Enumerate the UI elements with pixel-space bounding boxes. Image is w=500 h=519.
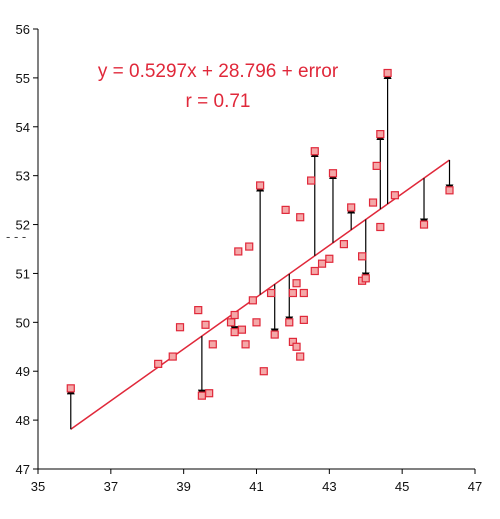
data-point — [292, 279, 301, 288]
data-point — [361, 274, 370, 283]
data-point — [194, 306, 203, 315]
r-annotation: r = 0.71 — [186, 91, 251, 112]
x-tick-label: 47 — [468, 479, 482, 494]
y-tick-label: 55 — [16, 71, 30, 86]
data-point — [307, 176, 316, 185]
data-point — [205, 389, 214, 398]
x-tick-label: 45 — [395, 479, 409, 494]
data-point — [266, 288, 276, 298]
data-point — [252, 318, 261, 327]
data-point — [328, 169, 338, 178]
y-tick-label: 54 — [16, 120, 30, 135]
data-point — [234, 247, 243, 256]
data-point — [390, 191, 399, 200]
y-tick-label: 53 — [16, 169, 30, 184]
data-point — [245, 242, 254, 251]
data-point — [288, 288, 298, 298]
data-point — [230, 328, 239, 337]
x-tick-label: 35 — [31, 479, 45, 494]
data-point — [296, 213, 305, 222]
x-tick-label: 39 — [176, 479, 190, 494]
data-point — [241, 340, 250, 349]
data-point — [347, 203, 356, 212]
y-tick-label: 50 — [16, 315, 30, 330]
data-point — [197, 391, 206, 400]
data-points — [66, 68, 454, 400]
y-tick-label: 52 — [16, 218, 30, 233]
y-tick-label: 48 — [16, 413, 30, 428]
data-point — [310, 266, 319, 276]
data-point — [256, 181, 265, 190]
data-point — [208, 340, 217, 349]
data-point — [358, 252, 367, 261]
data-point — [296, 352, 305, 361]
data-point — [175, 323, 185, 332]
residual-arrows — [66, 71, 454, 430]
data-point — [310, 147, 319, 156]
data-point — [237, 325, 247, 334]
data-point — [168, 352, 177, 361]
data-point — [230, 310, 239, 320]
data-point — [299, 288, 308, 298]
data-point — [248, 296, 257, 305]
data-point — [317, 259, 327, 268]
left-edge-marker: - - - — [6, 229, 26, 244]
data-point — [285, 318, 294, 327]
data-point — [372, 161, 381, 170]
y-tick-label: 49 — [16, 364, 30, 379]
data-point — [292, 342, 301, 351]
data-point — [154, 359, 163, 368]
data-point — [201, 320, 210, 329]
data-point — [339, 240, 348, 249]
y-tick-label: 47 — [16, 462, 30, 477]
data-point — [270, 330, 279, 339]
data-point — [325, 254, 334, 263]
data-point — [368, 198, 378, 207]
data-point — [383, 68, 392, 78]
data-point — [376, 222, 385, 232]
y-tick-label: 51 — [16, 266, 30, 281]
data-point — [299, 315, 308, 324]
x-tick-label: 43 — [322, 479, 336, 494]
y-tick-label: 56 — [16, 22, 30, 37]
data-point — [376, 130, 385, 139]
tick-labels: 35 37 39 41 43 45 47 47 48 49 50 51 52 53 54 55 56 — [16, 22, 483, 494]
data-point — [259, 367, 268, 376]
x-tick-label: 41 — [249, 479, 263, 494]
data-point — [66, 384, 75, 393]
data-point — [445, 186, 454, 195]
data-point — [419, 220, 429, 229]
data-point — [226, 318, 236, 327]
axes — [33, 28, 476, 474]
equation-annotation: y = 0.5297x + 28.796 + error — [98, 61, 339, 82]
data-point — [281, 205, 290, 214]
x-tick-label: 37 — [104, 479, 118, 494]
